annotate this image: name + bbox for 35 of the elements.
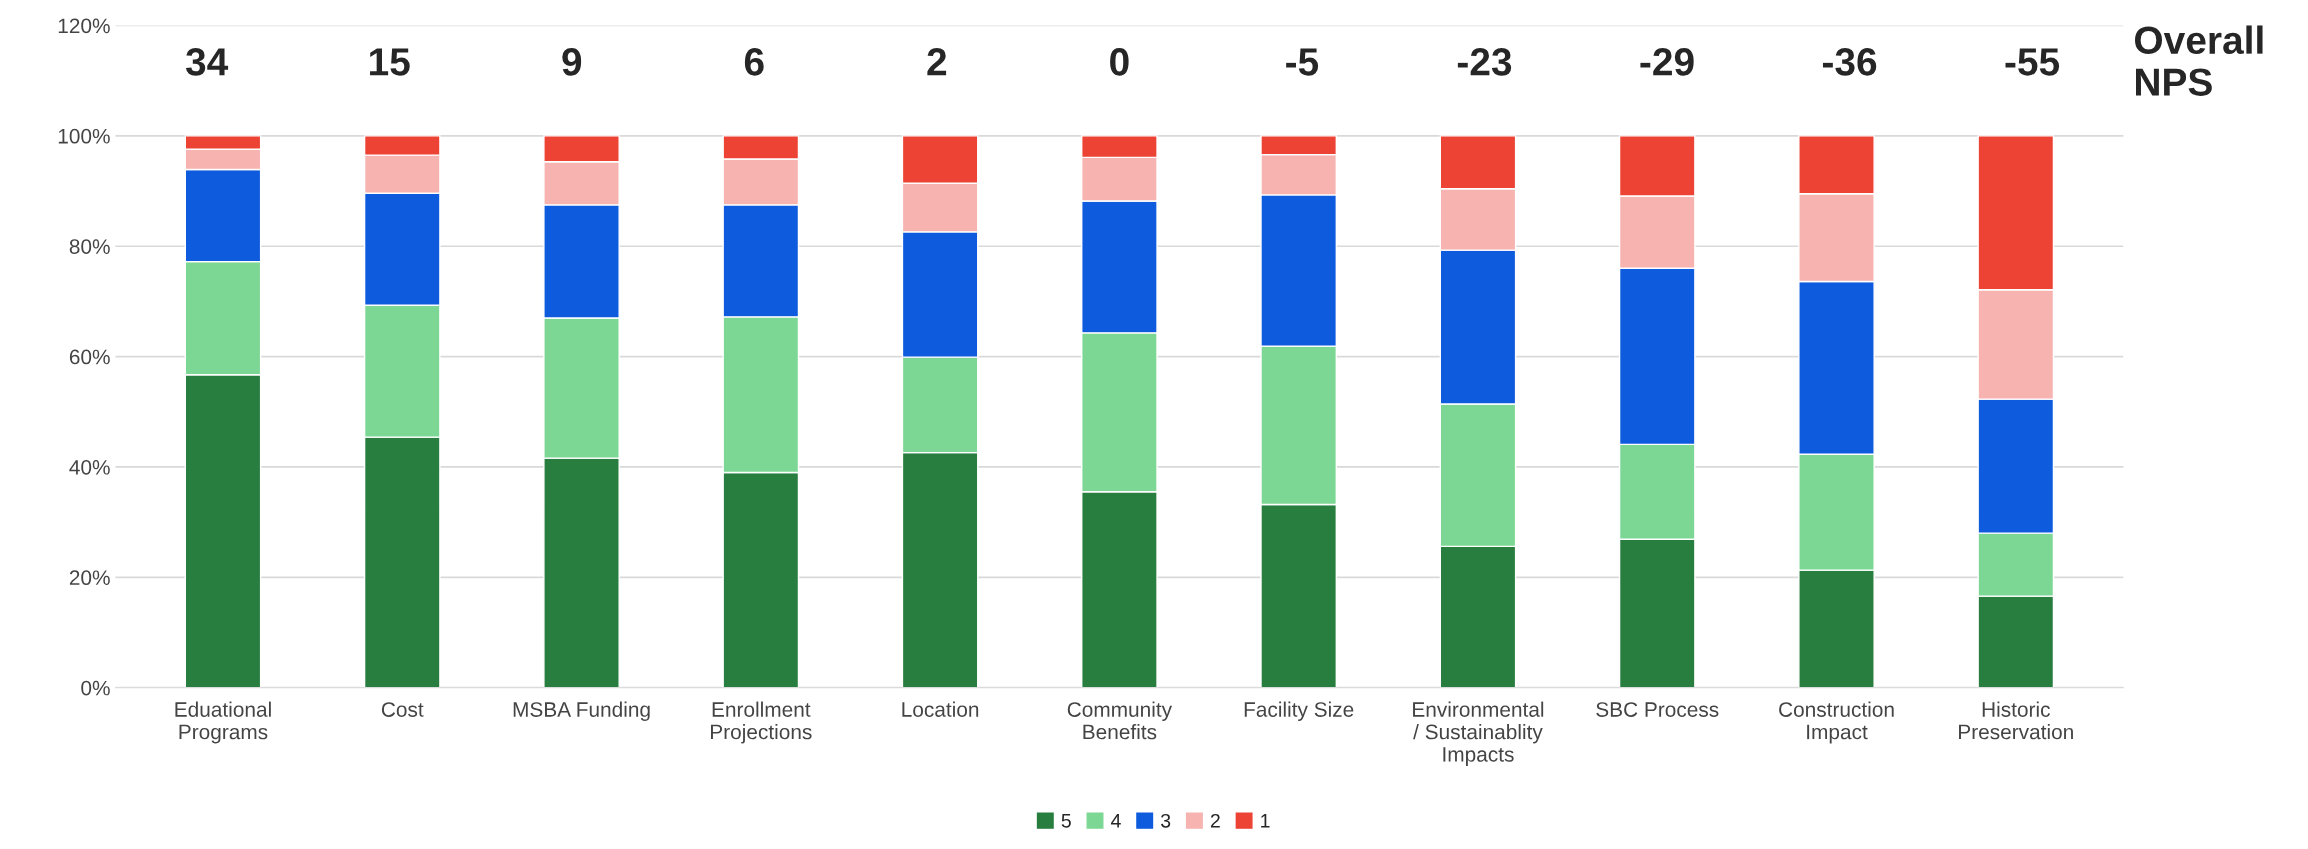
annotation: -23 [1457, 48, 1512, 76]
x-tick-label: Cost [381, 702, 424, 717]
x-tick-label: Enrollment Projections [711, 701, 812, 744]
y-tick-label: 40% [69, 459, 110, 475]
y-tick-label: 120% [58, 18, 110, 34]
y-tick-label: 0% [81, 680, 110, 696]
x-tick-label: MSBA Funding [513, 701, 650, 721]
x-tick-label: Location [902, 701, 979, 717]
annotation: -36 [1822, 48, 1877, 76]
annotation: 15 [370, 48, 410, 76]
x-tick-label: Eduational Programs [175, 701, 271, 744]
x-tick-label: Historic Preservation [1959, 701, 2073, 740]
y-tick-label: 20% [69, 570, 110, 586]
x-tick-label: Construction Impact [1779, 701, 1894, 744]
legend-label: 5 [1061, 814, 1071, 828]
x-tick-label: SBC Process [1596, 702, 1719, 717]
legend-label: 1 [1261, 814, 1270, 828]
legend-label: 2 [1210, 813, 1220, 828]
annotation: 0 [1110, 48, 1129, 76]
annotation: 34 [185, 48, 229, 76]
x-tick-label: Environmental / Sustainablity Impacts [1413, 701, 1544, 766]
x-tick-label: Facility Size [1244, 701, 1354, 721]
y-tick-label: 60% [69, 349, 110, 365]
annotation: -55 [2005, 48, 2060, 76]
annotation: 9 [562, 48, 582, 76]
x-tick-label: Community Benefits [1067, 701, 1173, 740]
annotation: -5 [1286, 48, 1319, 76]
annotation: 2 [927, 48, 947, 76]
annotation: -29 [1640, 48, 1694, 76]
annotation: 6 [744, 48, 764, 76]
y-tick-label: 100% [58, 128, 110, 144]
legend-label: 4 [1111, 814, 1121, 828]
legend-label: 3 [1161, 813, 1171, 828]
y-tick-label: 80% [69, 239, 110, 254]
text: Overall NPS [2135, 25, 2263, 96]
